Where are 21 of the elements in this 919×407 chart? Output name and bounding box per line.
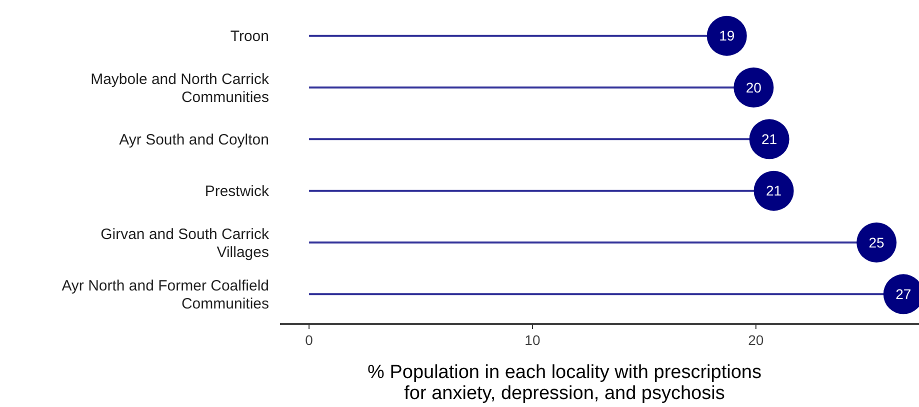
data-label: 21: [766, 182, 782, 199]
y-tick-label: Maybole and North Carrick Communities: [90, 70, 270, 106]
data-label: 25: [868, 234, 885, 250]
data-label: 21: [762, 131, 778, 148]
point: [706, 16, 747, 56]
x-tick-label: 20: [748, 332, 764, 348]
y-tick-label: Ayr South and Coylton: [119, 131, 269, 148]
point: [856, 222, 897, 262]
x-axis-title: % Population in each locality with prescriptions for anxiety, depression, and psychosis: [368, 362, 762, 404]
y-tick-label: Troon: [230, 28, 269, 46]
y-tick-label: Prestwick: [204, 183, 270, 200]
point: [749, 119, 790, 160]
y-tick-label: Ayr North and Former Coalfield Communities: [62, 277, 269, 312]
point: [734, 68, 774, 108]
x-tick-label: 0: [305, 332, 314, 348]
y-tick-label: Girvan and South Carrick Villages: [100, 226, 270, 261]
data-label: 20: [746, 79, 762, 96]
data-label: 19: [719, 28, 735, 44]
point: [754, 170, 794, 211]
x-tick-label: 10: [524, 332, 540, 348]
data-label: 27: [896, 286, 912, 302]
